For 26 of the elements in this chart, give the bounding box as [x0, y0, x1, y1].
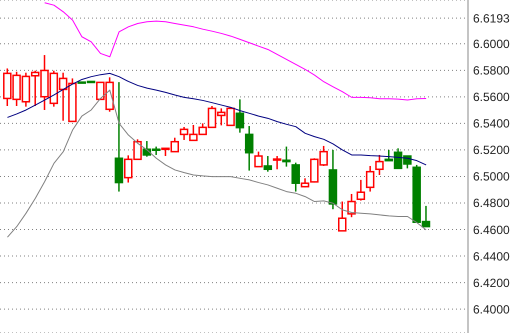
y-tick-label: 6.5800 — [473, 64, 510, 78]
y-tick-label: 6.6193 — [473, 11, 510, 26]
candlestick — [244, 125, 254, 172]
y-tick-label: 6.5400 — [473, 116, 510, 131]
candlestick — [282, 146, 291, 168]
candlestick — [272, 155, 282, 170]
candlestick — [264, 155, 272, 172]
y-tick-label: 6.4400 — [473, 249, 510, 264]
candlestick — [347, 193, 356, 218]
y-tick-label: 6.4600 — [473, 222, 510, 237]
candlestick — [366, 165, 374, 192]
y-tick-label: 6.4000 — [473, 302, 510, 316]
y-tick-label: 6.5000 — [473, 170, 510, 184]
y-tick-label: 6.6000 — [473, 37, 510, 52]
candlestick — [338, 200, 346, 232]
candlestick — [300, 178, 310, 188]
candlestick — [236, 98, 244, 134]
candlestick — [291, 162, 300, 192]
y-tick-label: 6.4800 — [473, 196, 510, 210]
y-tick-label: 6.4200 — [473, 276, 510, 290]
candlestick — [254, 150, 263, 168]
y-tick-label: 6.5600 — [473, 90, 510, 104]
candlestick — [375, 154, 384, 176]
line-series — [44, 2, 427, 101]
candlestick — [356, 179, 366, 202]
y-tick-label: 6.5200 — [473, 143, 510, 158]
